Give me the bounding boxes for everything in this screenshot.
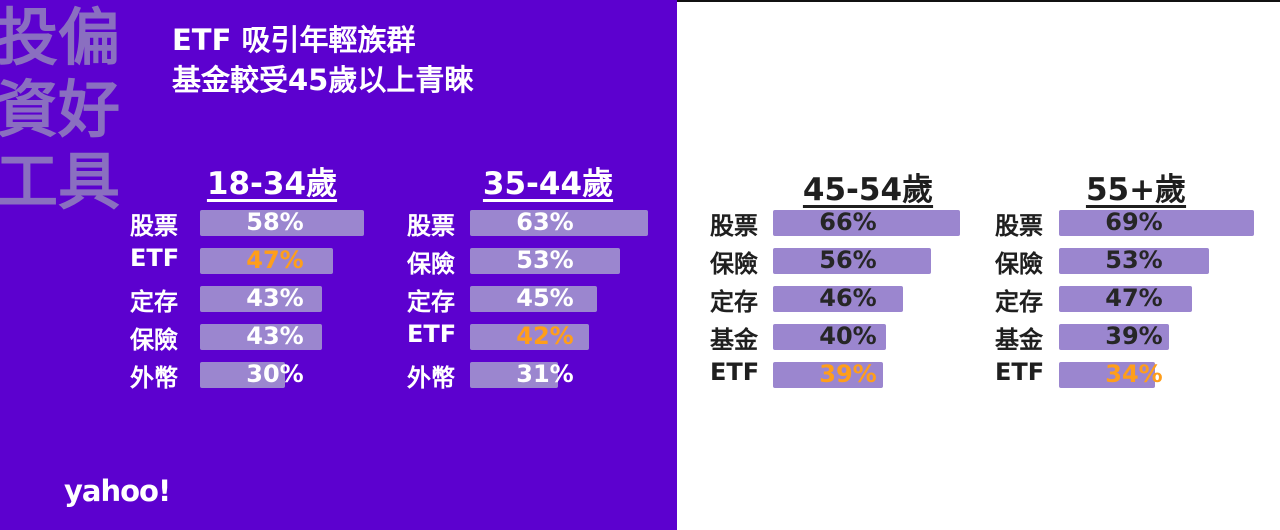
data-label: 34% xyxy=(1105,360,1163,388)
group-title: 45-54歲 xyxy=(802,172,934,208)
bar xyxy=(773,362,883,388)
data-label: 53% xyxy=(516,246,574,274)
data-label: 58% xyxy=(246,208,304,236)
category-label: 外幣 xyxy=(130,364,178,392)
data-label: 56% xyxy=(819,246,877,274)
title-line-2: 基金較受45歲以上青睞 xyxy=(172,63,474,97)
data-label: 47% xyxy=(246,246,304,274)
bar xyxy=(1059,286,1192,312)
data-label: 39% xyxy=(819,360,877,388)
data-label: 43% xyxy=(246,284,304,312)
category-label: 股票 xyxy=(407,212,455,240)
category-label: ETF xyxy=(710,358,760,386)
data-label: 43% xyxy=(246,322,304,350)
bar xyxy=(470,248,620,274)
chart-title: ETF 吸引年輕族群 基金較受45歲以上青睞 xyxy=(172,20,473,100)
data-label: 30% xyxy=(246,360,304,388)
category-label: 保險 xyxy=(407,250,455,278)
bar xyxy=(773,324,886,350)
data-label: 63% xyxy=(516,208,574,236)
bar xyxy=(470,286,597,312)
category-label: 股票 xyxy=(710,212,758,240)
category-label: 外幣 xyxy=(407,364,455,392)
data-label: 47% xyxy=(1105,284,1163,312)
title-line-1: ETF 吸引年輕族群 xyxy=(172,23,416,57)
bar xyxy=(470,362,558,388)
category-label: 股票 xyxy=(995,212,1043,240)
bar xyxy=(470,210,648,236)
bar xyxy=(1059,324,1169,350)
bar xyxy=(1059,210,1254,236)
data-label: 53% xyxy=(1105,246,1163,274)
category-label: 定存 xyxy=(995,288,1043,316)
data-label: 46% xyxy=(819,284,877,312)
bar xyxy=(773,210,960,236)
bar xyxy=(1059,362,1155,388)
category-label: 保險 xyxy=(710,250,758,278)
data-label: 66% xyxy=(819,208,877,236)
data-label: 39% xyxy=(1105,322,1163,350)
data-label: 31% xyxy=(516,360,574,388)
group-title: 35-44歲 xyxy=(482,166,614,202)
category-label: 保險 xyxy=(130,326,178,354)
bar xyxy=(470,324,589,350)
bar xyxy=(200,324,322,350)
bar xyxy=(1059,248,1209,274)
data-label: 42% xyxy=(516,322,574,350)
category-label: 定存 xyxy=(130,288,178,316)
bar xyxy=(773,286,903,312)
category-label: ETF xyxy=(995,358,1045,386)
watermark-text: 投偏資好工具 xyxy=(0,1,121,218)
bar xyxy=(200,286,322,312)
category-label: 股票 xyxy=(130,212,178,240)
category-label: ETF xyxy=(130,244,180,272)
bar xyxy=(773,248,931,274)
category-label: 定存 xyxy=(407,288,455,316)
yahoo-logo: yahoo! xyxy=(64,474,171,508)
group-title: 18-34歲 xyxy=(206,166,338,202)
category-label: 定存 xyxy=(710,288,758,316)
bar xyxy=(200,210,364,236)
category-label: 保險 xyxy=(995,250,1043,278)
data-label: 40% xyxy=(819,322,877,350)
category-label: 基金 xyxy=(995,326,1043,354)
bar xyxy=(200,362,285,388)
category-label: ETF xyxy=(407,320,457,348)
data-label: 45% xyxy=(516,284,574,312)
category-label: 基金 xyxy=(710,326,758,354)
bar xyxy=(200,248,333,274)
data-label: 69% xyxy=(1105,208,1163,236)
group-title: 55+歲 xyxy=(1085,172,1187,208)
